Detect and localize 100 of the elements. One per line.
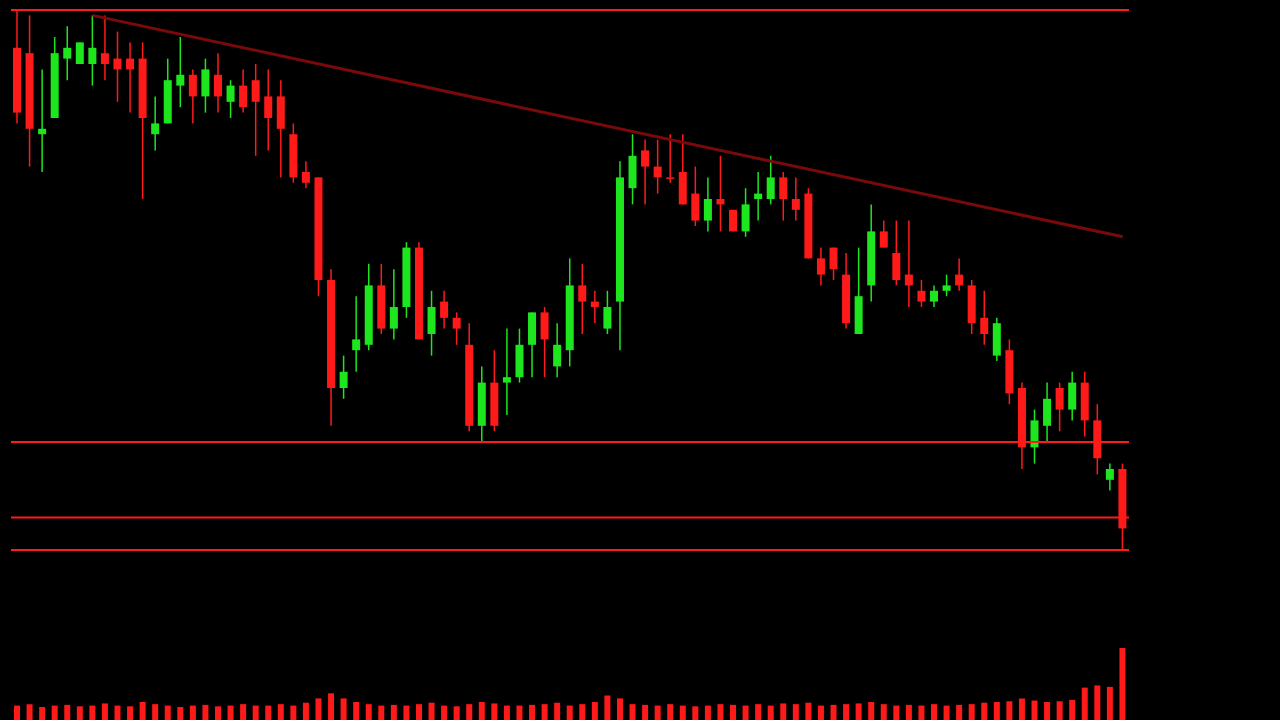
bar (529, 704, 536, 720)
bar (403, 705, 410, 720)
bar (227, 705, 234, 720)
candlestick (88, 14, 97, 87)
bar (755, 704, 762, 720)
bar (817, 705, 824, 720)
bar (101, 703, 108, 720)
bar (931, 704, 938, 720)
candlestick (151, 95, 160, 152)
bar (830, 704, 837, 720)
bar (152, 704, 159, 720)
bar (1069, 699, 1076, 720)
bar (378, 705, 385, 720)
bar (905, 704, 912, 720)
candlestick (389, 268, 398, 341)
candlestick (917, 279, 926, 308)
candlestick (779, 171, 788, 222)
candlestick (126, 41, 135, 114)
bar (1056, 701, 1063, 720)
bar (591, 702, 598, 720)
candlestick (942, 273, 951, 297)
bar (516, 705, 523, 720)
bar (114, 705, 121, 720)
candlestick (100, 14, 109, 81)
bar (704, 705, 711, 720)
bar (616, 698, 623, 720)
bar (642, 704, 649, 720)
bar (26, 704, 33, 720)
bar (956, 704, 963, 720)
candlestick (703, 176, 712, 233)
bar (981, 702, 988, 720)
candlestick (930, 284, 939, 308)
candlestick (452, 311, 461, 346)
bar (1119, 648, 1126, 720)
bar (89, 705, 96, 720)
bar (566, 705, 573, 720)
bar (365, 704, 372, 720)
bar (252, 705, 259, 720)
bar (629, 704, 636, 720)
candlestick (590, 290, 599, 324)
bar (604, 695, 611, 720)
bar (39, 707, 46, 720)
candlestick (1055, 381, 1064, 432)
bar (428, 702, 435, 720)
bar (240, 704, 247, 720)
bar (918, 705, 925, 720)
bar (780, 703, 787, 720)
bar (868, 702, 875, 720)
bar (202, 704, 209, 720)
bar (654, 705, 661, 720)
bar (667, 704, 674, 720)
bar (277, 704, 284, 720)
candlestick (213, 52, 222, 114)
bar (1106, 686, 1113, 720)
candlestick (176, 36, 185, 108)
bar (315, 698, 322, 720)
candlestick (816, 246, 825, 287)
candlestick (904, 219, 913, 308)
bar (302, 702, 309, 720)
candlestick (603, 290, 612, 335)
candlestick (113, 30, 122, 103)
candlestick (38, 68, 47, 173)
bar (767, 705, 774, 720)
bar (51, 705, 58, 720)
bar (478, 702, 485, 720)
bar (265, 705, 272, 720)
bar (968, 704, 975, 720)
candlestick (955, 257, 964, 292)
candlestick (641, 138, 650, 206)
bar (441, 705, 448, 720)
candlestick (301, 160, 310, 189)
candlestick (239, 68, 248, 114)
bar (1094, 685, 1101, 720)
bar (843, 704, 850, 720)
bar (127, 706, 134, 720)
bar (679, 705, 686, 720)
bar (189, 705, 196, 720)
candlestick (980, 290, 989, 346)
candlestick (879, 219, 888, 249)
bar (64, 704, 71, 720)
bar (1006, 701, 1013, 720)
bar (503, 705, 510, 720)
candlestick (754, 171, 763, 222)
bar (1044, 702, 1051, 720)
bar (14, 705, 20, 720)
bar (466, 704, 473, 720)
bar (415, 704, 422, 720)
candlestick (1105, 462, 1114, 492)
bar (880, 704, 887, 720)
bar (390, 704, 397, 720)
bar (855, 703, 862, 720)
bar (164, 705, 171, 720)
bar (353, 702, 360, 720)
candlestick (352, 295, 361, 373)
bar (139, 702, 146, 720)
candlestick (666, 133, 675, 184)
bar (692, 706, 699, 720)
candlestick (578, 263, 587, 335)
bar (1018, 698, 1025, 720)
candlestick (339, 354, 348, 400)
